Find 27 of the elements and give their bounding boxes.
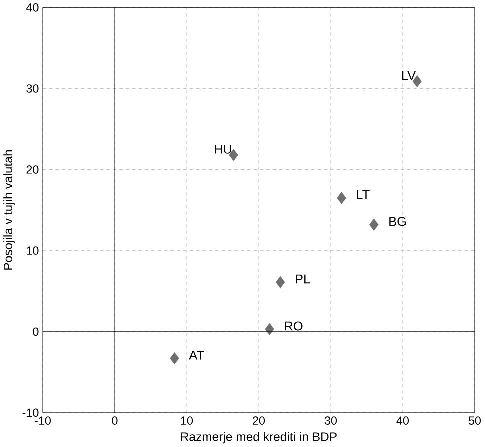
x-tick-label: 20: [253, 416, 266, 425]
y-tick-label: 0: [33, 328, 39, 336]
y-tick-label: -10: [22, 408, 39, 417]
y-tick-label: 10: [27, 246, 39, 255]
y-tick-label: 20: [26, 166, 39, 174]
x-tick-label: 30: [324, 416, 337, 425]
point: [276, 276, 286, 288]
annotation: LT: [357, 190, 370, 200]
point: [265, 323, 274, 336]
point: [370, 218, 379, 231]
annotation: LV: [402, 71, 416, 80]
annotation: AT: [189, 350, 204, 360]
x-tick-label: -10: [35, 416, 51, 425]
annotation: PL: [296, 274, 310, 284]
x-tick-label: 40: [396, 416, 409, 425]
x-tick-label: 0: [112, 416, 118, 425]
x-axis-title: Razmerje med krediti in BDP: [181, 432, 337, 444]
point: [170, 352, 180, 365]
x-tick-label: 50: [468, 416, 481, 425]
y-tick-label: 30: [26, 84, 39, 93]
y-axis-title: Posojila v tujih valutah: [4, 150, 15, 270]
x-tick-label: 10: [181, 416, 194, 425]
annotation: RO: [285, 322, 303, 331]
annotation: HU: [215, 144, 232, 154]
annotation: BG: [390, 217, 406, 226]
y-tick-label: 40: [26, 3, 39, 12]
point: [337, 192, 346, 204]
